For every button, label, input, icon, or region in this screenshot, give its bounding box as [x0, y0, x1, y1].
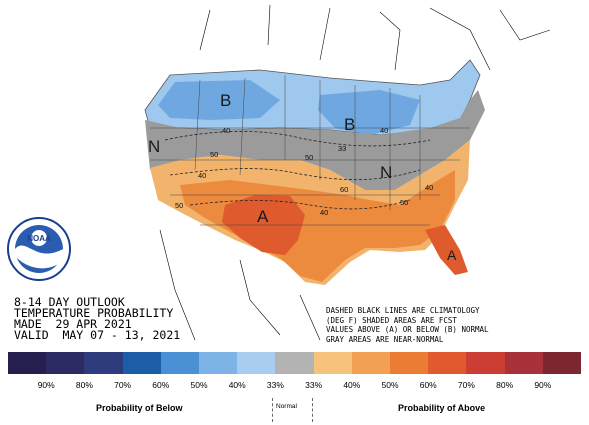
legend-swatch	[160, 352, 200, 374]
legend-above-caption: Probability of Above	[398, 403, 486, 413]
legend-label: 80%	[496, 380, 514, 390]
label-a-florida: A	[447, 247, 457, 263]
legend-label: 50%	[190, 380, 208, 390]
region-near-normal	[145, 90, 485, 190]
label-b-greatlakes: B	[344, 115, 355, 134]
svg-text:40: 40	[198, 171, 206, 180]
region-below-mid	[158, 80, 280, 120]
title-line-1: 8-14 DAY OUTLOOK	[14, 295, 125, 309]
svg-text:40: 40	[222, 126, 230, 135]
svg-text:40: 40	[380, 126, 388, 135]
label-a-southwest: A	[257, 207, 269, 226]
note-line-3: VALUES ABOVE (A) OR BELOW (B) NORMAL	[326, 325, 489, 334]
temperature-outlook-map: 40 40 50 33 40 40 50 60 40 50 50 B B N N…	[144, 4, 551, 341]
legend-labels: 90% 80% 70% 60% 50% 40% 33% 33% 40% 50% 60% 70% 80% 9…	[27, 380, 562, 390]
map-notes: DASHED BLACK LINES ARE CLIMATOLOGY (DEG …	[326, 306, 489, 344]
legend-swatch	[313, 352, 352, 374]
legend-swatch	[504, 352, 543, 374]
svg-text:50: 50	[210, 150, 218, 159]
label-n-east: N	[380, 163, 392, 182]
legend-swatch	[542, 352, 582, 374]
svg-text:60: 60	[340, 185, 348, 194]
title-line-2: TEMPERATURE PROBABILITY	[14, 306, 174, 320]
legend-color-bar	[8, 352, 582, 374]
svg-text:33: 33	[338, 144, 346, 153]
note-line-2: (DEG F) SHADED AREAS ARE FCST	[326, 315, 457, 325]
region-below-mid-lakes	[318, 90, 420, 135]
title-line-4: VALID MAY 07 - 13, 2021	[14, 328, 181, 342]
legend-label: 50%	[381, 380, 399, 390]
legend-swatch	[199, 352, 238, 374]
legend-label: 33%	[266, 380, 284, 390]
note-line-1: DASHED BLACK LINES ARE CLIMATOLOGY	[326, 306, 480, 315]
legend-label: 40%	[228, 380, 246, 390]
legend-swatch	[390, 352, 429, 374]
svg-text:40: 40	[425, 183, 433, 192]
legend-swatch	[428, 352, 467, 374]
noaa-logo: NOAA	[7, 217, 71, 281]
title-line-3: MADE 29 APR 2021	[14, 317, 132, 331]
label-b-west: B	[220, 91, 231, 110]
legend-normal-caption: Normal	[276, 403, 297, 410]
legend-label: 70%	[457, 380, 475, 390]
legend-label: 90%	[37, 380, 55, 390]
category-letters: B B N N A A	[148, 91, 457, 263]
svg-text:50: 50	[175, 201, 183, 210]
legend-label: 33%	[305, 380, 323, 390]
svg-text:40: 40	[320, 208, 328, 217]
legend-label: 60%	[152, 380, 170, 390]
legend-swatch	[46, 352, 85, 374]
legend-swatch	[122, 352, 161, 374]
legend-swatch	[275, 352, 314, 374]
contour-value-labels: 40 40 50 33 40 40 50 60 40 50 50	[175, 126, 433, 217]
outlook-title-block: 8-14 DAY OUTLOOK TEMPERATURE PROBABILITY…	[14, 295, 181, 342]
legend-label: 70%	[114, 380, 132, 390]
legend-swatch	[237, 352, 276, 374]
legend-label: 80%	[75, 380, 93, 390]
label-n-west: N	[148, 137, 160, 156]
normal-divider-left	[272, 398, 273, 422]
legend-label: 40%	[343, 380, 361, 390]
note-line-4: GRAY AREAS ARE NEAR-NORMAL	[326, 334, 444, 344]
legend-label: 90%	[534, 380, 552, 390]
legend-below-caption: Probability of Below	[96, 403, 183, 413]
neighbor-country-outlines	[159, 4, 551, 341]
legend-swatch	[8, 352, 47, 374]
svg-text:NOAA: NOAA	[27, 234, 51, 243]
state-boundaries	[150, 75, 470, 226]
climatology-contours	[164, 131, 431, 210]
svg-text:50: 50	[400, 198, 408, 207]
legend-swatch	[466, 352, 505, 374]
svg-text:50: 50	[305, 153, 313, 162]
normal-divider-right	[312, 398, 313, 422]
legend-swatch	[84, 352, 123, 374]
region-above-strong-florida	[425, 225, 468, 275]
legend-label: 60%	[419, 380, 437, 390]
legend-swatch	[351, 352, 391, 374]
